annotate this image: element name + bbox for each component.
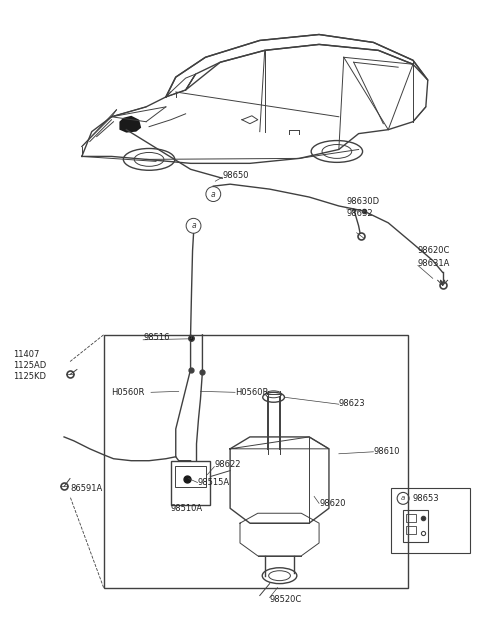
Text: a: a (401, 495, 405, 502)
Text: 98630D: 98630D (347, 196, 380, 206)
Text: 98650: 98650 (222, 171, 249, 180)
Text: 98623: 98623 (339, 399, 365, 408)
Text: H0560R: H0560R (111, 388, 145, 397)
Text: a: a (191, 221, 196, 230)
Text: 98520C: 98520C (270, 595, 302, 604)
Bar (175, 466, 206, 488)
Text: 11407: 11407 (12, 350, 39, 359)
Polygon shape (120, 115, 141, 133)
Bar (406, 514, 416, 522)
Text: 98620: 98620 (319, 499, 346, 508)
Bar (403, 510, 428, 542)
Text: 98653: 98653 (413, 494, 440, 503)
Bar (406, 526, 416, 534)
Text: 86591A: 86591A (70, 484, 102, 493)
Text: 98620C: 98620C (418, 246, 450, 255)
Text: a: a (211, 189, 216, 199)
Text: 98516: 98516 (143, 333, 169, 342)
Text: 98622: 98622 (214, 460, 241, 469)
Text: H0560R: H0560R (235, 388, 268, 397)
Text: 98610: 98610 (373, 447, 400, 456)
Text: 98632: 98632 (347, 209, 373, 218)
Text: 1125AD: 1125AD (12, 361, 46, 370)
Text: 98631A: 98631A (418, 259, 450, 268)
Text: 1125KD: 1125KD (12, 372, 46, 381)
Bar (391, 488, 470, 553)
Text: 98515A: 98515A (197, 478, 229, 487)
Bar (171, 461, 210, 505)
Text: 98510A: 98510A (171, 504, 203, 513)
Bar (104, 335, 408, 587)
